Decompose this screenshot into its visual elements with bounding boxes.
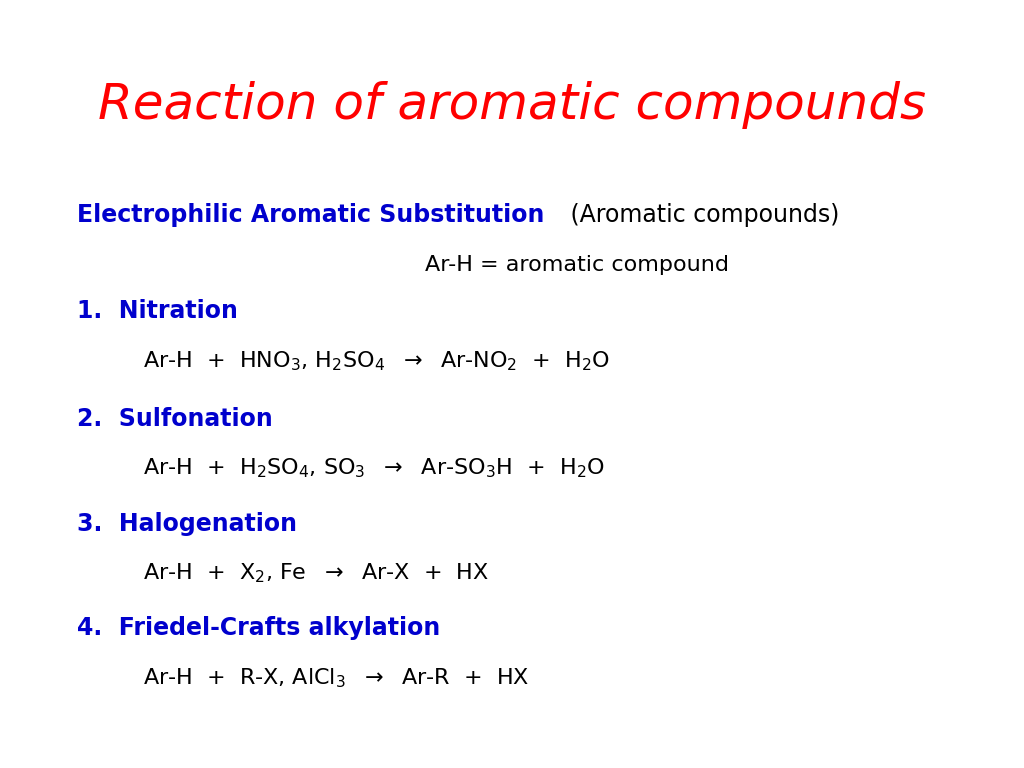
Text: Ar-H  +  H$_2$SO$_4$, SO$_3$  $\rightarrow$  Ar-SO$_3$H  +  H$_2$O: Ar-H + H$_2$SO$_4$, SO$_3$ $\rightarrow$…: [143, 457, 605, 480]
Text: 3.  Halogenation: 3. Halogenation: [77, 511, 297, 536]
Text: 1.  Nitration: 1. Nitration: [77, 299, 238, 323]
Text: Ar-H  +  X$_2$, Fe  $\rightarrow$  Ar-X  +  HX: Ar-H + X$_2$, Fe $\rightarrow$ Ar-X + HX: [143, 562, 489, 585]
Text: (Aromatic compounds): (Aromatic compounds): [548, 203, 840, 227]
Text: 4.  Friedel-Crafts alkylation: 4. Friedel-Crafts alkylation: [77, 616, 440, 641]
Text: 2.  Sulfonation: 2. Sulfonation: [77, 406, 272, 431]
Text: Ar-H = aromatic compound: Ar-H = aromatic compound: [425, 255, 729, 275]
Text: Ar-H  +  R-X, AlCl$_3$  $\rightarrow$  Ar-R  +  HX: Ar-H + R-X, AlCl$_3$ $\rightarrow$ Ar-R …: [143, 667, 529, 690]
Text: Reaction of aromatic compounds: Reaction of aromatic compounds: [98, 81, 926, 128]
Text: Electrophilic Aromatic Substitution: Electrophilic Aromatic Substitution: [77, 203, 544, 227]
Text: Ar-H  +  HNO$_3$, H$_2$SO$_4$  $\rightarrow$  Ar-NO$_2$  +  H$_2$O: Ar-H + HNO$_3$, H$_2$SO$_4$ $\rightarrow…: [143, 349, 610, 372]
